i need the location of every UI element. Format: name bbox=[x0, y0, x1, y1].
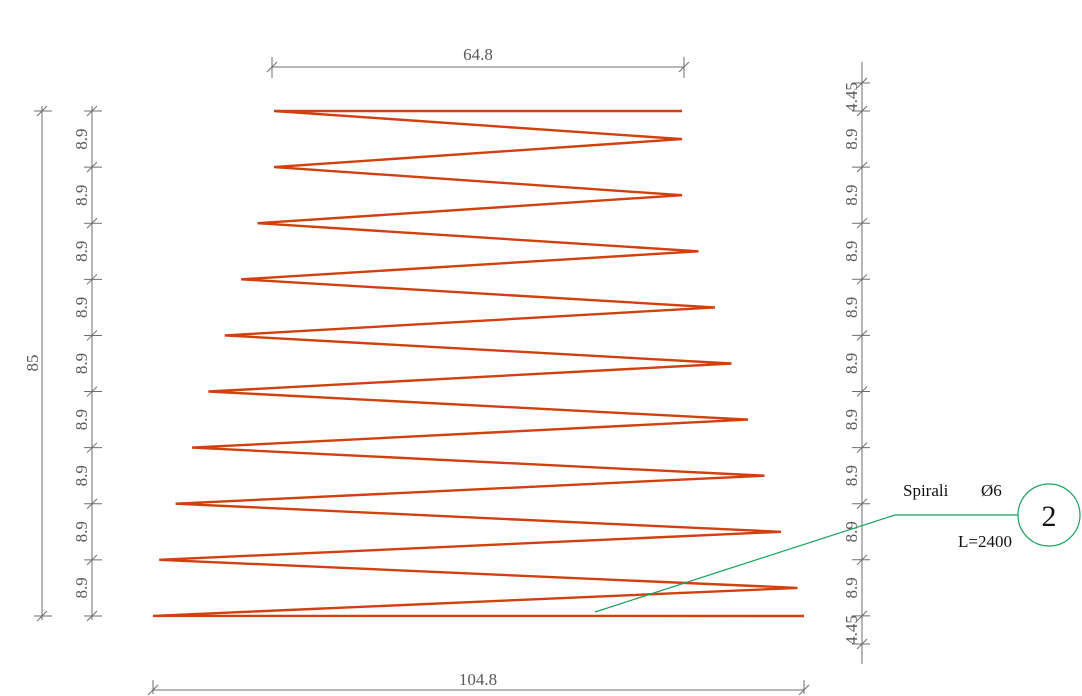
spiral-rebar bbox=[152, 109, 805, 618]
rebar-name-label: Spirali bbox=[903, 481, 949, 500]
right-spacing-label: 8.9 bbox=[842, 297, 861, 318]
right-spacing-dimension-chain: 4.45 8.9 8.9 8.9 8.9 8.9 8.9 8.9 8.9 8.9 4.45 bbox=[842, 62, 870, 664]
right-spacing-label: 8.9 bbox=[842, 577, 861, 598]
left-spacing-label: 8.9 bbox=[72, 128, 91, 149]
left-spacing-label: 8.9 bbox=[72, 409, 91, 430]
right-spacing-label: 8.9 bbox=[842, 465, 861, 486]
right-spacing-label: 8.9 bbox=[842, 409, 861, 430]
left-spacing-label: 8.9 bbox=[72, 241, 91, 262]
left-spacing-label: 8.9 bbox=[72, 577, 91, 598]
overall-height-label: 85 bbox=[23, 355, 42, 372]
bottom-width-dimension: 104.8 bbox=[147, 670, 810, 696]
rebar-length-label: L=2400 bbox=[958, 532, 1012, 551]
top-width-label: 64.8 bbox=[463, 45, 493, 64]
bottom-width-label: 104.8 bbox=[459, 670, 497, 689]
left-spacing-label: 8.9 bbox=[72, 521, 91, 542]
right-spacing-label: 4.45 bbox=[842, 82, 861, 112]
right-spacing-label: 4.45 bbox=[842, 615, 861, 645]
right-spacing-label: 8.9 bbox=[842, 353, 861, 374]
left-spacing-label: 8.9 bbox=[72, 185, 91, 206]
left-spacing-label: 8.9 bbox=[72, 465, 91, 486]
left-spacing-label: 8.9 bbox=[72, 297, 91, 318]
right-spacing-label: 8.9 bbox=[842, 184, 861, 205]
left-spacing-label: 8.9 bbox=[72, 353, 91, 374]
right-spacing-label: 8.9 bbox=[842, 128, 861, 149]
rebar-diameter-label: Ø6 bbox=[981, 481, 1002, 500]
right-spacing-label: 8.9 bbox=[842, 241, 861, 262]
rebar-mark-number: 2 bbox=[1042, 500, 1057, 533]
rebar-leader-line bbox=[594, 514, 1019, 613]
rebar-mark-bubble: 2 bbox=[1017, 483, 1081, 547]
right-spacing-label: 8.9 bbox=[842, 521, 861, 542]
left-spacing-dimension-chain: 8.9 8.9 8.9 8.9 8.9 8.9 8.9 8.9 8.9 bbox=[72, 105, 102, 622]
overall-height-dimension: 85 bbox=[23, 105, 52, 622]
top-width-dimension: 64.8 bbox=[266, 45, 690, 78]
